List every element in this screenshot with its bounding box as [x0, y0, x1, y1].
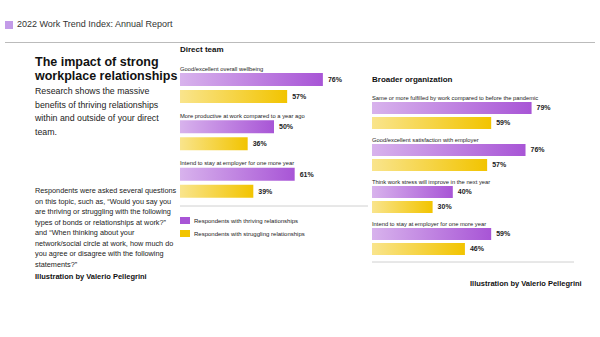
svg-text:76%: 76% — [531, 146, 546, 153]
svg-text:76%: 76% — [328, 76, 343, 83]
html-text:Illustration by Valerio Pelleg: Illustration by Valerio Pellegrini — [35, 272, 147, 281]
html-text:Respondents were asked several: Respondents were asked several questions… — [35, 186, 177, 269]
html-text:Respondents with thriving rela: Respondents with thriving relationships — [194, 217, 299, 224]
svg-text:Same or more fulfilled by work: Same or more fulfilled by work compared … — [372, 95, 538, 101]
svg-text:More productive at work compar: More productive at work compared to a ye… — [180, 113, 305, 119]
svg-text:40%: 40% — [458, 188, 473, 195]
svg-text:46%: 46% — [470, 245, 485, 252]
svg-text:57%: 57% — [292, 93, 307, 100]
svg-text:30%: 30% — [438, 203, 453, 210]
html-text:2022 Work Trend Index: Annual: 2022 Work Trend Index: Annual Report — [17, 19, 173, 29]
html-text:Broader organization: Broader organization — [372, 75, 453, 84]
svg-text:Think work stress will improve: Think work stress will improve in the ne… — [372, 179, 490, 185]
svg-text:Good/excellent satisfaction wi: Good/excellent satisfaction with employe… — [372, 137, 479, 143]
svg-text:59%: 59% — [496, 230, 511, 237]
html-text:Respondents with struggling re: Respondents with struggling relationship… — [194, 230, 305, 237]
html-text:Research shows the massive ben: Research shows the massive benefits of t… — [35, 86, 159, 137]
svg-text:61%: 61% — [300, 171, 315, 178]
html-text:The impact of strong workplace: The impact of strong workplace relations… — [35, 55, 178, 83]
svg-text:36%: 36% — [253, 140, 268, 147]
html-text:Illustration by Valerio Pelleg: Illustration by Valerio Pellegrini — [470, 279, 582, 288]
svg-text:Good/excellent overall wellbei: Good/excellent overall wellbeing — [180, 66, 263, 72]
svg-text:59%: 59% — [496, 119, 511, 126]
svg-text:79%: 79% — [537, 104, 552, 111]
svg-text:Intend to stay at employer for: Intend to stay at employer for one more … — [180, 160, 294, 166]
svg-text:57%: 57% — [492, 161, 507, 168]
svg-text:39%: 39% — [258, 188, 273, 195]
svg-text:50%: 50% — [279, 123, 294, 130]
svg-text:Intend to stay at employer for: Intend to stay at employer for one more … — [372, 221, 486, 227]
html-text:Direct team: Direct team — [180, 45, 224, 54]
